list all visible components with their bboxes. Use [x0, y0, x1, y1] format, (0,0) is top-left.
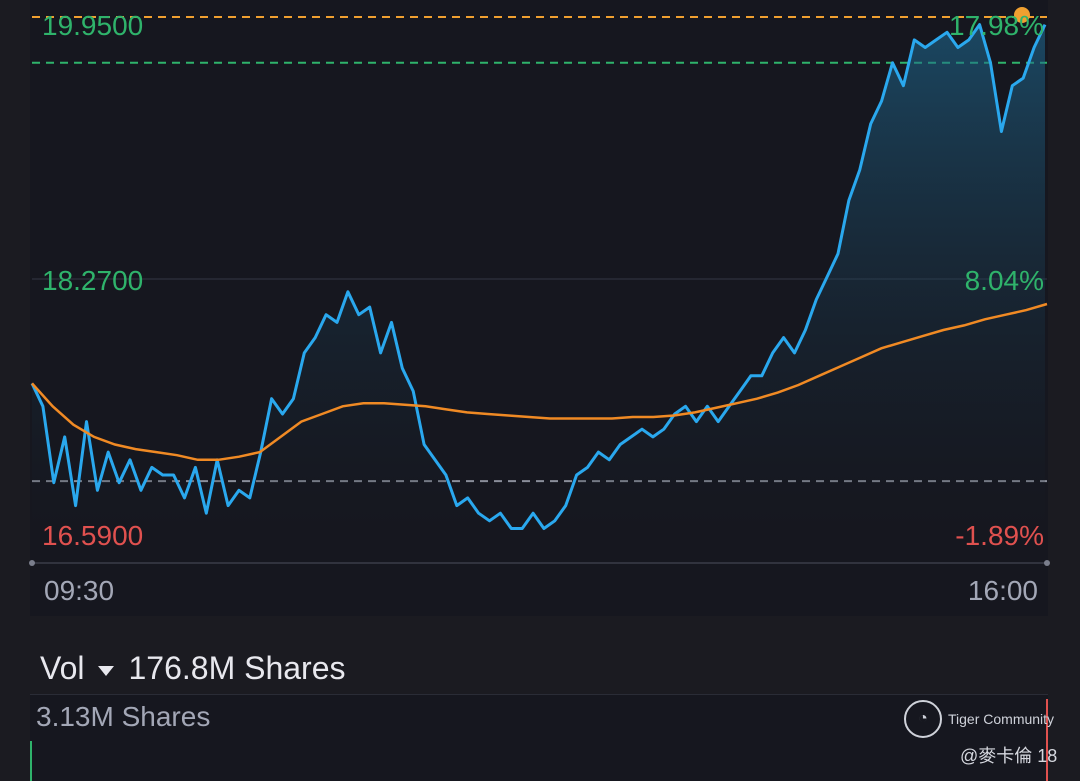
volume-panel: 3.13M Shares [30, 694, 1048, 781]
volume-total: 176.8M Shares [128, 650, 346, 686]
pct-label-high: 17.98% [949, 10, 1044, 41]
intraday-price-chart[interactable] [0, 0, 1080, 616]
watermark: ◔ Tiger Community [904, 700, 1054, 738]
x-tick-close: 16:00 [967, 575, 1038, 606]
y-label-mid: 18.2700 [42, 265, 144, 296]
volume-bar [30, 741, 32, 781]
watermark-handle: @麥卡倫 18 [960, 746, 1058, 766]
y-label-low: 16.5900 [42, 520, 144, 551]
y-label-high: 19.9500 [42, 10, 144, 41]
pct-label-mid: 8.04% [964, 265, 1044, 296]
high-marker-dot [1014, 7, 1030, 23]
pct-label-low: -1.89% [955, 520, 1044, 551]
watermark-brand: Tiger Community [948, 711, 1055, 727]
volume-bar [1046, 699, 1048, 781]
x-axis-end-dot [1044, 560, 1050, 566]
x-tick-open: 09:30 [44, 575, 115, 606]
volume-header[interactable]: Vol 176.8M Shares [40, 650, 346, 687]
price-area-fill [32, 24, 1045, 530]
price-line [30, 23, 1047, 530]
volume-label: Vol [40, 650, 85, 686]
x-axis-start-dot [29, 560, 35, 566]
volume-current: 3.13M Shares [36, 701, 211, 732]
tiger-logo-icon: ◔ [904, 700, 942, 738]
chevron-down-icon[interactable] [98, 665, 115, 676]
average-price-line [31, 302, 1048, 462]
